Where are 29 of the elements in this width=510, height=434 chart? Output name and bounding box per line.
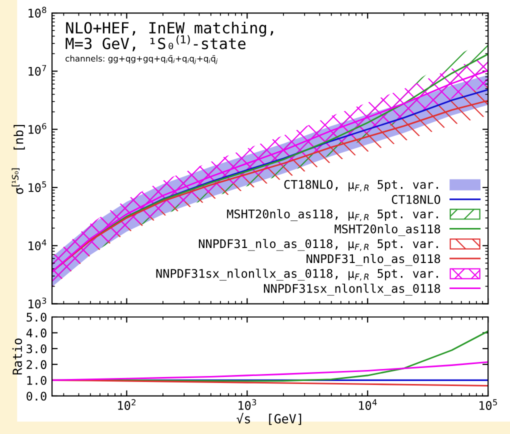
y-tick-label: 10$^{3}$ xyxy=(28,298,46,308)
x-tick-label: 10$^{4}$ xyxy=(359,399,377,410)
annotation: MSHT20nlo_as118, μ$_{F,R}$ 5pt. var. xyxy=(227,209,438,222)
text: channels: gg+qg+gq+q$_{i}$q̄$_{i}$+q$_{i}$q$_{j}$+q$_{i}$q̄$_{j}$ xyxy=(66,55,218,64)
annotation: NNPDF31sx_nlonllx_as_0118, μ$_{F,R}$ 5pt. var. xyxy=(156,268,438,281)
annotation: CT18NLO, μ$_{F,R}$ 5pt. var. xyxy=(284,180,438,192)
legend-label: CT18NLO xyxy=(392,195,440,204)
text: NLO+HEF, InEW matching, M=3 GeV, ¹S₀$^{(1)}$-state xyxy=(66,22,274,52)
x-tick-label: 10$^{5}$ xyxy=(480,399,497,410)
x-axis-title: √s [GeV] xyxy=(236,412,302,425)
legend-label: MSHT20nlo_as118 xyxy=(334,224,440,236)
y-tick-label: 2.0 xyxy=(26,360,46,370)
y-tick-label: 10$^{5}$ xyxy=(28,181,46,192)
y-tick-label: 3.0 xyxy=(26,344,46,354)
y-tick-label: 1.0 xyxy=(27,376,46,385)
x-tick-label: 10$^{2}$ xyxy=(118,399,136,410)
y-tick-label: 5.0 xyxy=(26,312,46,322)
y-tick-label: 0.0 xyxy=(26,392,46,401)
text: σ$^{[¹S₀]}$ [nb] xyxy=(12,125,25,194)
x-tick-label: 10$^{3}$ xyxy=(238,399,256,410)
y-tick-label: 10$^{4}$ xyxy=(28,240,46,250)
y-axis-title: Ratio xyxy=(12,338,22,374)
y-tick-label: 10$^{8}$ xyxy=(28,6,46,18)
y-tick-label: 10$^{7}$ xyxy=(28,65,46,76)
y-tick-label: 4.0 xyxy=(26,328,46,338)
legend-label: NNPDF31sx_nlonllx_as_0118 xyxy=(264,284,440,296)
y-tick-label: 10$^{6}$ xyxy=(28,123,46,134)
annotation: NNPDF31_nlo_as_0118, μ$_{F,R}$ 5pt. var. xyxy=(198,238,438,251)
legend-label: NNPDF31_nlo_as_0118 xyxy=(306,254,440,266)
